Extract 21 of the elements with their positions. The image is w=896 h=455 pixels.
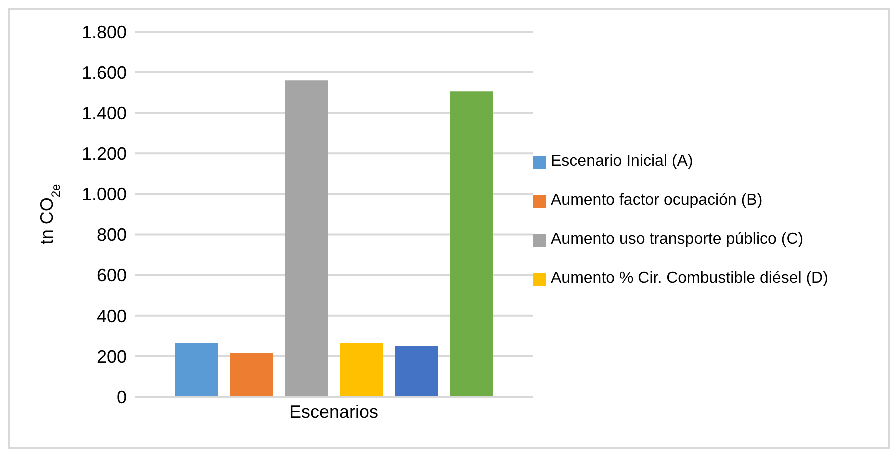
y-tick-label: 400 bbox=[96, 306, 127, 326]
legend-label: Escenario Inicial (A) bbox=[551, 152, 694, 172]
y-tick-label: 200 bbox=[96, 346, 127, 367]
bar bbox=[450, 92, 493, 397]
bar bbox=[285, 80, 328, 397]
bar bbox=[340, 343, 383, 397]
legend-label: Aumento factor ocupación (B) bbox=[551, 190, 763, 210]
bar bbox=[395, 346, 438, 397]
bar bbox=[230, 352, 273, 397]
legend-label: Aumento % Cir. Combustible diésel (D) bbox=[551, 268, 828, 288]
y-tick-label: 1.200 bbox=[82, 144, 127, 164]
bar bbox=[175, 343, 218, 397]
x-tick-label: Escenarios bbox=[289, 402, 379, 422]
y-tick-label: 1.600 bbox=[82, 62, 127, 83]
y-tick-label: 600 bbox=[96, 266, 127, 286]
y-tick-label: 1.400 bbox=[82, 104, 127, 124]
y-tick-label: 1.800 bbox=[82, 22, 127, 42]
y-tick-label: 1.000 bbox=[82, 184, 127, 205]
y-tick-label: 0 bbox=[116, 387, 127, 408]
legend-label: Aumento uso transporte público (C) bbox=[551, 230, 804, 250]
y-tick-label: 800 bbox=[96, 225, 127, 246]
